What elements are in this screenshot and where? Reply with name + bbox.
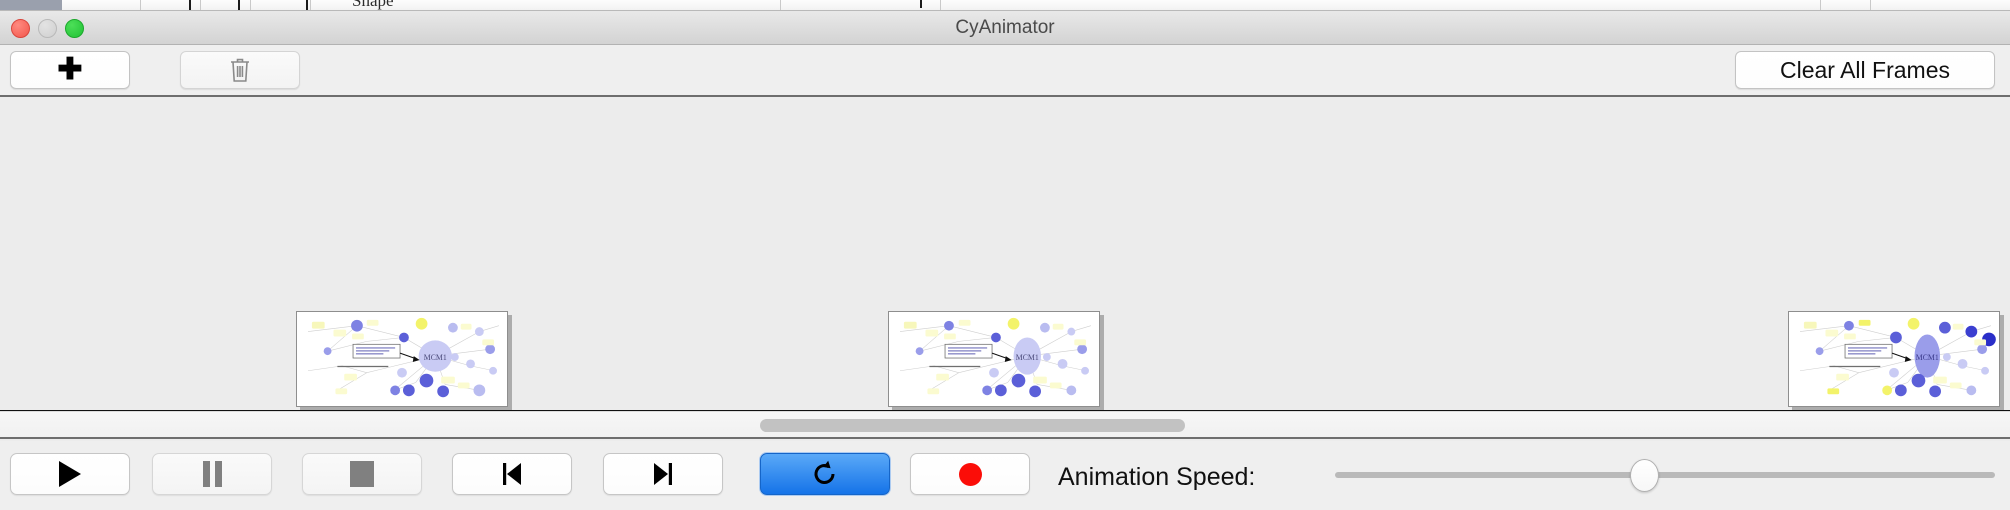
timeline-ruler[interactable]: 12 13 14 15 16 17 18: [0, 410, 2010, 411]
skip-back-icon: [503, 463, 521, 485]
animation-speed-label: Animation Speed:: [1058, 463, 1256, 491]
clear-all-frames-button[interactable]: Clear All Frames: [1735, 51, 1995, 89]
minimize-button[interactable]: [38, 19, 57, 38]
add-frame-button[interactable]: ✚: [10, 51, 130, 89]
ruler-baseline: [0, 410, 2010, 411]
record-icon: [958, 462, 982, 486]
close-button[interactable]: [11, 19, 30, 38]
network-thumbnail: MCM1: [899, 317, 1092, 398]
pause-icon: [202, 461, 222, 487]
timeline-frame-2[interactable]: MCM1: [888, 311, 1100, 407]
stop-icon: [350, 461, 374, 487]
delete-frame-button[interactable]: [180, 51, 300, 89]
plus-icon: ✚: [57, 53, 83, 86]
toolbar: ✚ Clear All Frames: [0, 45, 2010, 97]
next-frame-button[interactable]: [603, 453, 723, 495]
play-icon: [59, 461, 81, 487]
timeline-frame-3[interactable]: MCM1: [1788, 311, 2000, 407]
clear-all-frames-label: Clear All Frames: [1780, 56, 1950, 83]
record-button[interactable]: [910, 453, 1030, 495]
hub-node-label: MCM1: [1016, 353, 1039, 362]
loop-button[interactable]: [760, 453, 890, 495]
background-window-strip: Shape: [0, 0, 2010, 11]
previous-frame-button[interactable]: [452, 453, 572, 495]
pause-button[interactable]: [152, 453, 272, 495]
scrollbar-thumb[interactable]: [760, 419, 1185, 432]
slider-thumb[interactable]: [1630, 459, 1659, 492]
loop-icon: [814, 460, 835, 484]
playback-bar: Animation Speed:: [0, 441, 2010, 510]
stop-button[interactable]: [302, 453, 422, 495]
network-thumbnail: MCM1: [1799, 317, 1996, 398]
trash-icon: [231, 58, 249, 82]
timeline-scrollbar[interactable]: [0, 411, 2010, 439]
window-title: CyAnimator: [955, 17, 1055, 38]
timeline-frame-1[interactable]: MCM1: [296, 311, 508, 407]
network-thumbnail: MCM1: [307, 317, 500, 398]
title-bar: CyAnimator: [0, 11, 2010, 45]
play-button[interactable]: [10, 453, 130, 495]
skip-forward-icon: [654, 463, 672, 485]
slider-track: [1335, 472, 1995, 478]
animation-speed-slider[interactable]: [1335, 459, 1995, 492]
zoom-button[interactable]: [65, 19, 84, 38]
hub-node-label: MCM1: [424, 353, 447, 362]
window-controls[interactable]: [11, 19, 84, 38]
hub-node-label: MCM1: [1916, 353, 1939, 362]
background-window-label: Shape: [352, 0, 394, 10]
timeline-panel[interactable]: MCM1: [0, 99, 2010, 411]
